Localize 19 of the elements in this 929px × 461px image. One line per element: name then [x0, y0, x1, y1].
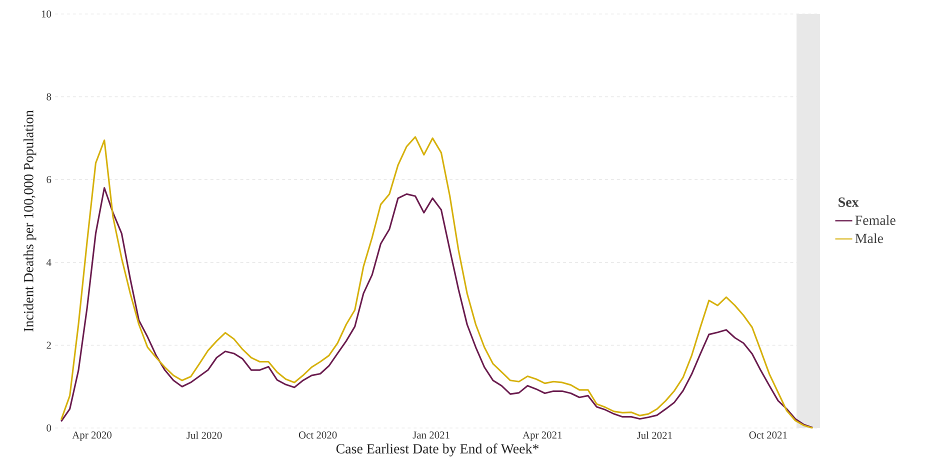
y-axis-title: Incident Deaths per 100,000 Population [24, 110, 36, 332]
x-tick-label: Apr 2021 [522, 432, 562, 441]
y-tick-label: 4 [46, 258, 52, 266]
x-tick-label: Jul 2021 [637, 432, 672, 439]
x-tick-label: Oct 2020 [298, 432, 337, 439]
legend-title: Sex [838, 197, 859, 207]
x-tick-label: Oct 2021 [749, 432, 787, 439]
y-tick-label: 6 [46, 176, 52, 184]
x-tick-label: Jan 2021 [412, 432, 450, 439]
y-tick-label: 0 [46, 424, 52, 432]
x-axis-title: Case Earliest Date by End of Week* [336, 444, 539, 456]
line-series [60, 136, 814, 429]
legend-label: Female [855, 215, 896, 226]
y-tick-label: 8 [46, 93, 52, 100]
y-tick-label: 2 [46, 342, 51, 349]
x-tick-label: Jul 2020 [186, 432, 222, 439]
legend-label: Male [855, 233, 884, 244]
x-tick-label: Apr 2020 [72, 432, 112, 441]
y-tick-label: 10 [42, 10, 52, 18]
